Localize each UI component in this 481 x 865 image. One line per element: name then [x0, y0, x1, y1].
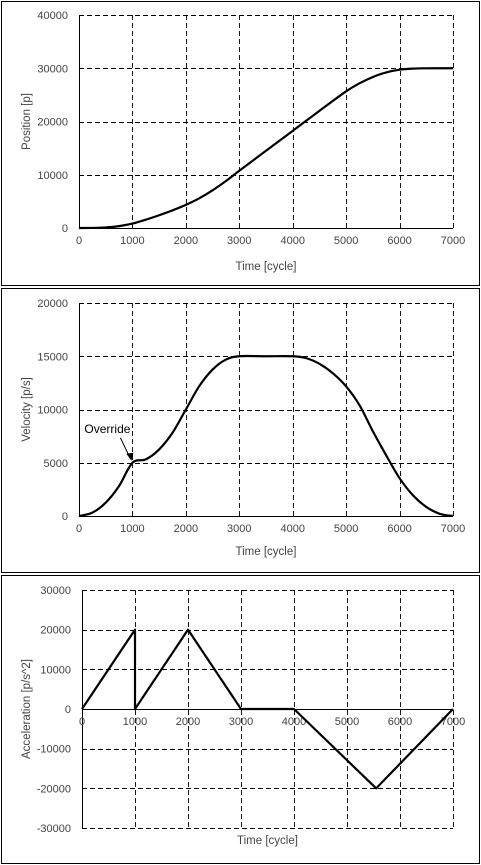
x-axis-label: Time [cycle]: [236, 546, 297, 558]
series-line: [78, 354, 454, 518]
acceleration-chart-panel: 0 1000 2000 3000 4000 5000 6000 7000 -30000 -2000…: [0, 574, 481, 865]
y-tick-label: 40000: [37, 10, 68, 22]
x-tick-label: 5000: [334, 523, 358, 535]
y-tick-label: -20000: [37, 783, 71, 795]
x-tick-label: 6000: [388, 716, 412, 728]
x-tick-label: 6000: [387, 235, 411, 247]
x-tick-label: 3000: [227, 523, 251, 535]
acceleration-chart: 0 1000 2000 3000 4000 5000 6000 7000 -30000 -2000…: [1, 575, 480, 864]
annotation-arrowhead: [126, 452, 134, 461]
x-tick-label: 3000: [229, 716, 253, 728]
series-line: [81, 628, 454, 790]
y-tick-label: 20000: [37, 117, 68, 129]
x-tick-label: 6000: [387, 523, 411, 535]
x-tick-label: 7000: [441, 716, 465, 728]
x-tick-label: 0: [76, 235, 82, 247]
position-chart: 0 1000 2000 3000 4000 5000 6000 7000 0 10000 20000…: [1, 1, 480, 286]
y-tick-label: 20000: [37, 298, 68, 310]
x-tick-label: 2000: [174, 235, 198, 247]
x-tick-label: 0: [76, 523, 82, 535]
y-axis-label: Acceleration [p/s^2]: [21, 659, 33, 759]
y-tick-label: 0: [65, 704, 71, 716]
x-tick-label: 7000: [441, 235, 465, 247]
velocity-chart-panel: 0 1000 2000 3000 4000 5000 6000 7000 0 5000 10000 1…: [0, 287, 481, 574]
x-tick-label: 4000: [282, 716, 306, 728]
x-tick-label: 0: [79, 716, 85, 728]
y-axis-label: Position [p]: [21, 93, 33, 150]
y-tick-label: 0: [62, 511, 68, 523]
x-tick-label: 5000: [334, 235, 358, 247]
y-tick-label: 5000: [44, 458, 68, 470]
x-tick-label: 3000: [227, 235, 251, 247]
y-tick-label: 10000: [37, 405, 68, 417]
x-tick-label: 2000: [176, 716, 200, 728]
chart-border: [1, 288, 480, 573]
x-tick-label: 2000: [174, 523, 198, 535]
x-tick-label: 1000: [123, 716, 147, 728]
x-tick-label: 4000: [280, 235, 304, 247]
chart-border: [1, 1, 480, 286]
x-axis-label: Time [cycle]: [236, 261, 297, 273]
x-tick-label: 1000: [120, 235, 144, 247]
velocity-chart: 0 1000 2000 3000 4000 5000 6000 7000 0 5000 10000 1…: [1, 288, 480, 573]
y-tick-label: 0: [62, 223, 68, 235]
y-tick-label: 10000: [37, 170, 68, 182]
override-annotation: Override: [84, 422, 130, 436]
x-tick-label: 4000: [280, 523, 304, 535]
y-tick-label: -10000: [37, 744, 71, 756]
y-axis-label: Velocity [p/s]: [21, 377, 33, 442]
y-tick-label: 20000: [40, 625, 71, 637]
y-tick-label: -30000: [37, 823, 71, 835]
series-line: [78, 67, 454, 230]
y-tick-label: 10000: [40, 664, 71, 676]
y-tick-label: 30000: [37, 63, 68, 75]
x-tick-label: 7000: [441, 523, 465, 535]
x-axis-label: Time [cycle]: [237, 835, 298, 847]
x-tick-label: 1000: [120, 523, 144, 535]
y-tick-label: 30000: [40, 585, 71, 597]
chart-border: [1, 575, 480, 864]
position-chart-panel: 0 1000 2000 3000 4000 5000 6000 7000 0 10000 20000…: [0, 0, 481, 287]
x-tick-label: 5000: [335, 716, 359, 728]
y-tick-label: 15000: [37, 351, 68, 363]
